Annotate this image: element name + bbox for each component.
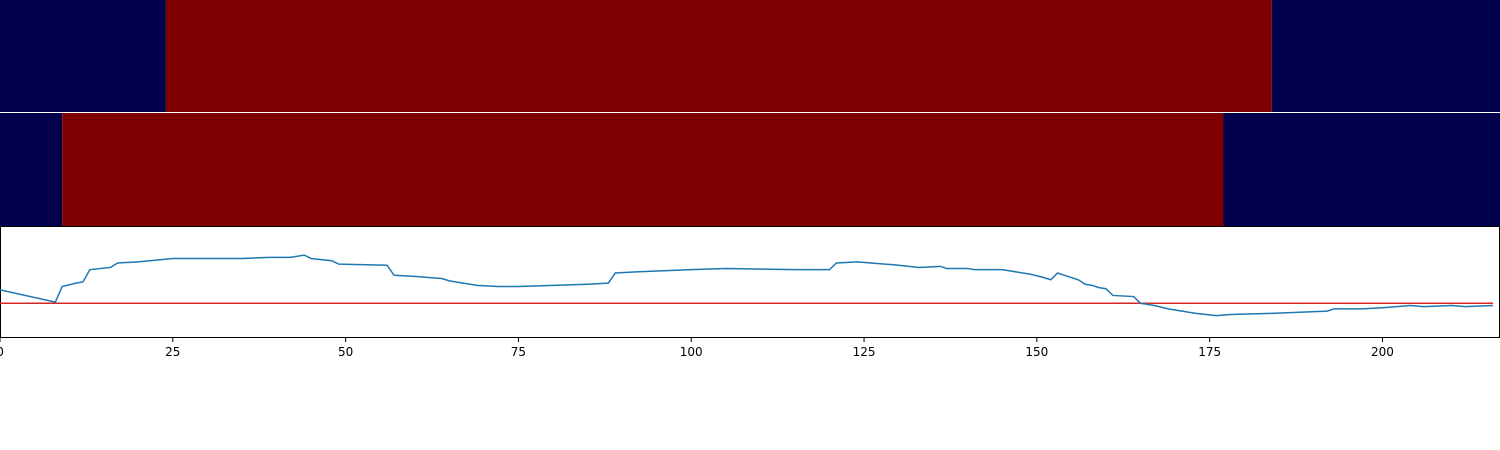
x-tick-label: 125 xyxy=(853,345,876,359)
plot-frame xyxy=(0,226,1500,338)
segment xyxy=(0,113,63,226)
x-tick-label: 25 xyxy=(165,345,180,359)
x-tick-label: 175 xyxy=(1198,345,1221,359)
x-tick-label: 0 xyxy=(0,345,4,359)
x-tick-label: 75 xyxy=(511,345,526,359)
x-tick-label: 50 xyxy=(338,345,353,359)
x-tick-label: 150 xyxy=(1025,345,1048,359)
segment xyxy=(62,113,1224,226)
segment xyxy=(1271,0,1500,112)
segment xyxy=(1223,113,1500,226)
segment xyxy=(165,0,1272,112)
x-tick-label: 100 xyxy=(680,345,703,359)
data-line xyxy=(0,254,1494,317)
x-tick-label: 200 xyxy=(1371,345,1394,359)
segment xyxy=(0,0,166,112)
